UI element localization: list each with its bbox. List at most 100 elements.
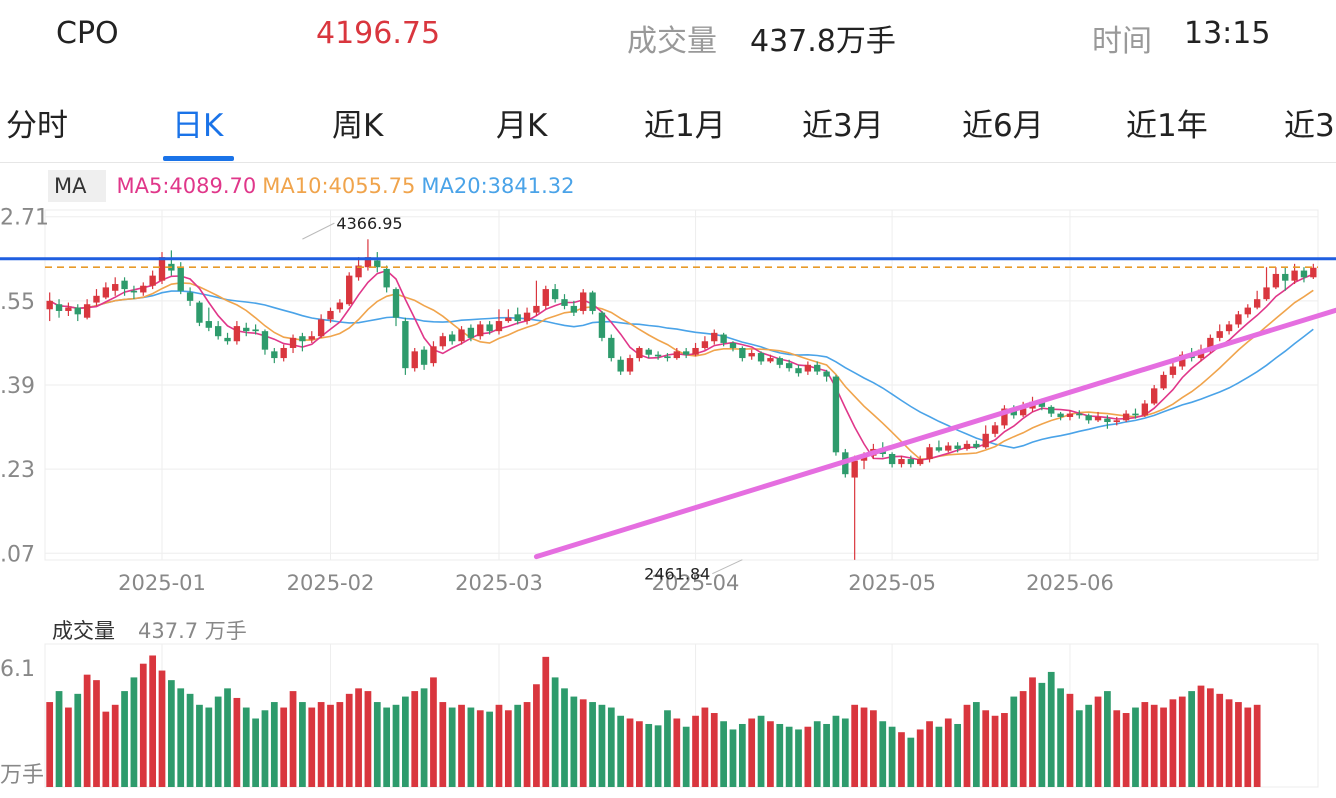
volume-bar (214, 696, 222, 787)
volume-bar (729, 729, 737, 787)
candle-body (1272, 273, 1280, 288)
volume-bar (55, 691, 63, 787)
volume-bar (1206, 688, 1214, 787)
candle (598, 310, 606, 342)
candle (795, 364, 802, 377)
candle-body (186, 292, 194, 301)
candle (1263, 267, 1270, 301)
candle-body (1310, 267, 1317, 278)
volume-label: 成交量 (627, 24, 717, 59)
candle (205, 307, 212, 332)
date-tick-label: 2025-05 (848, 571, 936, 595)
volume-bar (579, 699, 587, 787)
candle (420, 346, 428, 370)
volume-bar (879, 721, 887, 787)
ma-selector[interactable]: MA (48, 170, 107, 202)
candle-body (598, 312, 606, 338)
candle-body (308, 336, 315, 340)
candle (486, 321, 493, 335)
candle (327, 307, 334, 323)
candle-body (364, 257, 372, 268)
tab-3-years[interactable]: 近3 (1284, 108, 1335, 144)
volume-bar (402, 696, 409, 787)
candle (364, 239, 372, 271)
candle-body (1263, 287, 1270, 300)
date-tick-label: 2025-03 (455, 571, 543, 595)
volume-bar (1047, 671, 1055, 787)
candle (814, 361, 821, 375)
candle-body (1225, 324, 1233, 332)
volume-bar (317, 702, 325, 787)
candle (65, 302, 72, 317)
volume-bar (205, 707, 213, 787)
tab-1-month[interactable]: 近1月 (644, 108, 726, 144)
candle (186, 287, 194, 306)
symbol-name: CPO (56, 16, 119, 51)
candle-body (1094, 416, 1102, 421)
volume-bar (1113, 710, 1121, 787)
candle-body (327, 310, 334, 320)
volume-bar (345, 693, 353, 787)
ma-legend: MA MA5:4089.70 MA10:4055.75 MA20:3841.32 (48, 170, 581, 204)
candle (55, 299, 63, 318)
volume-bar (954, 723, 961, 787)
candle (102, 282, 110, 300)
candle-body (654, 354, 662, 357)
candle (93, 289, 100, 306)
candle-body (439, 336, 446, 347)
volume-bar (83, 674, 91, 787)
volume-bar (748, 718, 756, 787)
volume-bar (701, 707, 709, 787)
candle-body (1179, 354, 1186, 367)
candle-body (1038, 401, 1046, 407)
tab-3-months[interactable]: 近3月 (802, 108, 884, 144)
volume-bar (495, 704, 503, 787)
candle (561, 294, 568, 310)
candle (1151, 385, 1158, 406)
candle (1001, 405, 1008, 429)
tab-1-year[interactable]: 近1年 (1126, 108, 1208, 144)
candle (757, 351, 765, 365)
candle (570, 300, 578, 317)
volume-tick-top: 6.1 (0, 657, 35, 682)
candle (448, 331, 456, 345)
high-annotation: 4366.95 (336, 214, 402, 233)
tab-weekly-k[interactable]: 周K (332, 108, 384, 144)
tab-daily-k[interactable]: 日K (172, 108, 224, 144)
candle-body (898, 459, 905, 465)
candle-body (1122, 413, 1130, 421)
tab-monthly-k[interactable]: 月K (496, 108, 548, 144)
candle-body (935, 447, 943, 451)
candle (673, 347, 681, 360)
volume-value: 437.8万手 (750, 24, 896, 59)
candle-body (1001, 408, 1008, 426)
candle (804, 361, 812, 375)
candle-body (411, 351, 418, 369)
candle (654, 351, 662, 360)
candle-body (917, 459, 924, 465)
volume-bar (673, 718, 681, 787)
candle-body (65, 307, 72, 311)
candle-body (177, 267, 184, 291)
candle (1216, 324, 1223, 342)
candle (149, 270, 156, 290)
ma10-legend: MA10:4055.75 (262, 174, 416, 198)
candle (1300, 267, 1308, 283)
candle (926, 443, 933, 463)
volume-bar (1019, 691, 1027, 787)
volume-bar (364, 691, 372, 787)
tab-6-months[interactable]: 近6月 (962, 108, 1044, 144)
candle-body (711, 332, 718, 342)
candle (1122, 410, 1130, 423)
candle (224, 332, 231, 345)
candle (991, 422, 999, 438)
quote-header: CPO 4196.75 成交量 437.8万手 时间 13:15 (0, 0, 1336, 72)
date-tick-label: 2025-06 (1026, 571, 1114, 595)
volume-bar (186, 693, 194, 787)
candle (945, 442, 952, 453)
candle (1282, 267, 1289, 291)
tab-intraday[interactable]: 分时 (6, 108, 68, 144)
candle (289, 334, 297, 354)
candle-body (664, 356, 671, 359)
